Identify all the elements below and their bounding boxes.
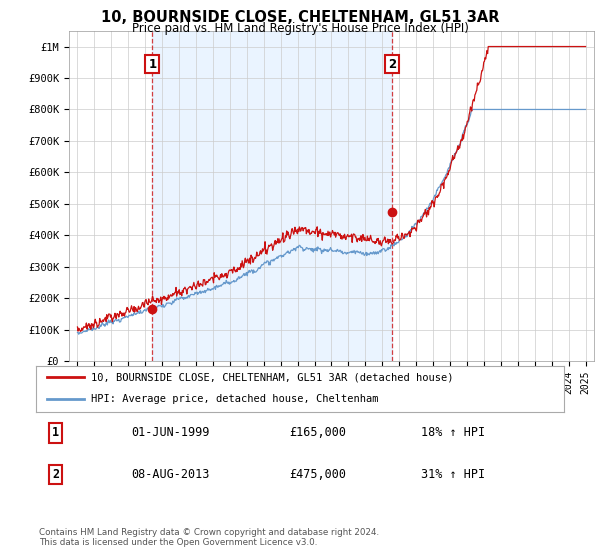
Text: 31% ↑ HPI: 31% ↑ HPI (421, 468, 485, 481)
Text: £475,000: £475,000 (289, 468, 346, 481)
Text: 18% ↑ HPI: 18% ↑ HPI (421, 426, 485, 440)
Text: 2: 2 (388, 58, 396, 71)
Text: £165,000: £165,000 (289, 426, 346, 440)
Text: 2: 2 (52, 468, 59, 481)
Text: Contains HM Land Registry data © Crown copyright and database right 2024.
This d: Contains HM Land Registry data © Crown c… (39, 528, 379, 547)
Text: Price paid vs. HM Land Registry's House Price Index (HPI): Price paid vs. HM Land Registry's House … (131, 22, 469, 35)
Text: 08-AUG-2013: 08-AUG-2013 (131, 468, 209, 481)
Text: 10, BOURNSIDE CLOSE, CHELTENHAM, GL51 3AR: 10, BOURNSIDE CLOSE, CHELTENHAM, GL51 3A… (101, 10, 499, 25)
Text: 1: 1 (52, 426, 59, 440)
Bar (152, 31, 392, 361)
Text: 01-JUN-1999: 01-JUN-1999 (131, 426, 209, 440)
Text: 10, BOURNSIDE CLOSE, CHELTENHAM, GL51 3AR (detached house): 10, BOURNSIDE CLOSE, CHELTENHAM, GL51 3A… (91, 372, 454, 382)
Text: 1: 1 (148, 58, 157, 71)
Text: HPI: Average price, detached house, Cheltenham: HPI: Average price, detached house, Chel… (91, 394, 379, 404)
